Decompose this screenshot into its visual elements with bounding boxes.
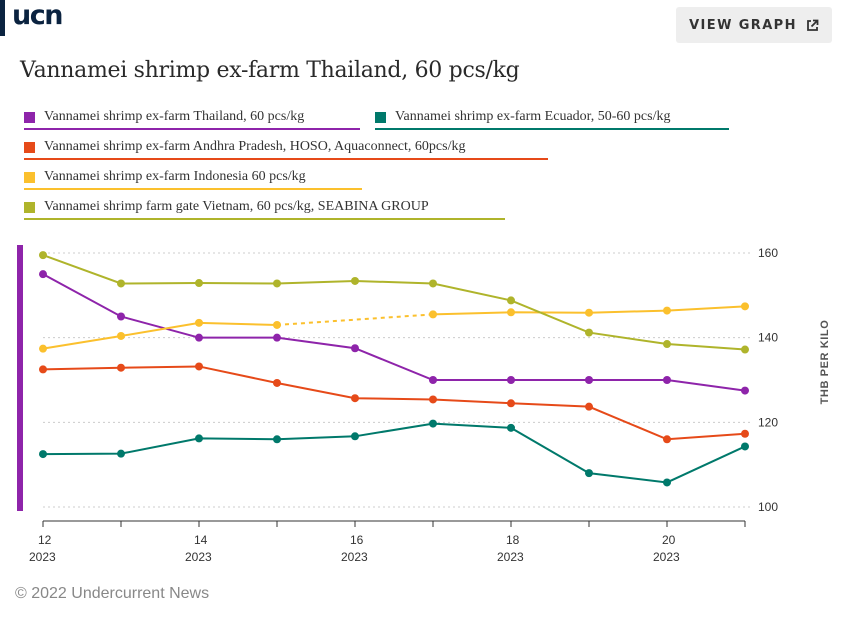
data-point — [351, 432, 359, 441]
data-point — [741, 302, 749, 311]
y-tick-label: 120 — [758, 415, 778, 429]
data-point — [39, 344, 47, 353]
data-point — [507, 423, 515, 432]
x-tick-year-label: 2023 — [653, 550, 680, 564]
legend-swatch — [24, 171, 35, 183]
legend-swatch — [24, 201, 35, 213]
series-line — [42, 365, 746, 441]
series-line — [42, 254, 746, 351]
data-point — [585, 376, 593, 384]
legend-swatch — [24, 141, 35, 153]
data-point — [741, 429, 749, 438]
data-point — [429, 310, 437, 319]
x-tick-year-label: 2023 — [341, 550, 368, 564]
legend-label: Vannamei shrimp farm gate Vietnam, 60 pc… — [44, 199, 429, 214]
view-graph-label: VIEW GRAPH — [689, 17, 797, 33]
data-point — [273, 320, 281, 329]
external-link-icon — [806, 19, 819, 31]
data-point — [273, 333, 281, 342]
x-tick-label: 20 — [662, 533, 676, 547]
legend-item-thailand[interactable]: Vannamei shrimp ex-farm Thailand, 60 pcs… — [24, 109, 360, 130]
series-line — [42, 422, 746, 484]
data-point — [585, 469, 593, 478]
chart-title: Vannamei shrimp ex-farm Thailand, 60 pcs… — [20, 58, 520, 83]
legend-swatch — [375, 111, 386, 123]
data-point — [117, 363, 125, 372]
x-tick-label: 18 — [506, 533, 520, 547]
data-point — [351, 394, 359, 403]
data-point — [39, 450, 47, 459]
series-line — [42, 273, 746, 392]
data-point — [741, 386, 749, 395]
data-point — [429, 279, 437, 288]
legend-item-andhra-pradesh[interactable]: Vannamei shrimp ex-farm Andhra Pradesh, … — [24, 139, 548, 160]
series-gap-line — [276, 313, 434, 326]
line-chart: 100 120 140 160 12 2023 14 2023 16 2023 18 2023 20 20… — [17, 245, 831, 564]
data-point — [195, 362, 203, 371]
data-point — [273, 279, 281, 288]
series-highlight-bar — [17, 245, 23, 511]
data-point — [585, 402, 593, 411]
view-graph-button[interactable]: VIEW GRAPH — [676, 7, 832, 43]
x-tick-year-label: 2023 — [185, 550, 212, 564]
data-point — [663, 340, 671, 349]
data-point — [117, 331, 125, 340]
x-tick-label: 12 — [38, 533, 52, 547]
legend-label: Vannamei shrimp ex-farm Indonesia 60 pcs… — [44, 169, 306, 184]
legend-item-indonesia[interactable]: Vannamei shrimp ex-farm Indonesia 60 pcs… — [24, 169, 362, 190]
data-point — [195, 279, 203, 288]
x-tick-label: 16 — [350, 533, 364, 547]
y-tick-label: 160 — [758, 246, 778, 260]
x-tick-year-label: 2023 — [29, 550, 56, 564]
data-point — [273, 378, 281, 387]
data-point — [39, 270, 47, 279]
data-point — [741, 345, 749, 354]
data-point — [39, 251, 47, 260]
data-point — [273, 435, 281, 444]
legend-item-vietnam[interactable]: Vannamei shrimp farm gate Vietnam, 60 pc… — [24, 199, 505, 220]
data-point — [351, 276, 359, 285]
data-point — [429, 395, 437, 404]
data-point — [429, 419, 437, 428]
data-point — [117, 312, 125, 321]
data-point — [39, 365, 47, 374]
copyright-credit: © 2022 Undercurrent News — [15, 585, 210, 602]
data-point — [663, 435, 671, 444]
data-point — [195, 333, 203, 342]
data-point — [429, 376, 437, 384]
data-point — [663, 478, 671, 487]
data-point — [117, 449, 125, 458]
legend-item-ecuador[interactable]: Vannamei shrimp ex-farm Ecuador, 50-60 p… — [375, 109, 729, 130]
x-tick-year-label: 2023 — [497, 550, 524, 564]
legend-swatch — [24, 111, 35, 123]
data-point — [663, 376, 671, 384]
legend-label: Vannamei shrimp ex-farm Andhra Pradesh, … — [44, 139, 466, 154]
data-point — [507, 399, 515, 408]
y-tick-label: 140 — [758, 331, 778, 345]
data-point — [117, 279, 125, 288]
data-point — [585, 328, 593, 337]
brand-accent-bar — [0, 0, 5, 36]
data-point — [585, 308, 593, 317]
data-point — [351, 344, 359, 353]
data-point — [663, 306, 671, 315]
x-tick-label: 14 — [194, 533, 208, 547]
data-point — [195, 318, 203, 327]
y-axis-title: THB PER KILO — [819, 320, 831, 405]
y-tick-label: 100 — [758, 500, 778, 514]
ucn-logo: ucn — [12, 0, 63, 31]
series-line — [42, 321, 278, 350]
legend-label: Vannamei shrimp ex-farm Thailand, 60 pcs… — [44, 109, 305, 124]
legend-label: Vannamei shrimp ex-farm Ecuador, 50-60 p… — [395, 109, 671, 124]
data-point — [741, 442, 749, 451]
data-point — [507, 296, 515, 305]
data-point — [507, 376, 515, 384]
data-point — [507, 308, 515, 317]
data-point — [195, 434, 203, 443]
